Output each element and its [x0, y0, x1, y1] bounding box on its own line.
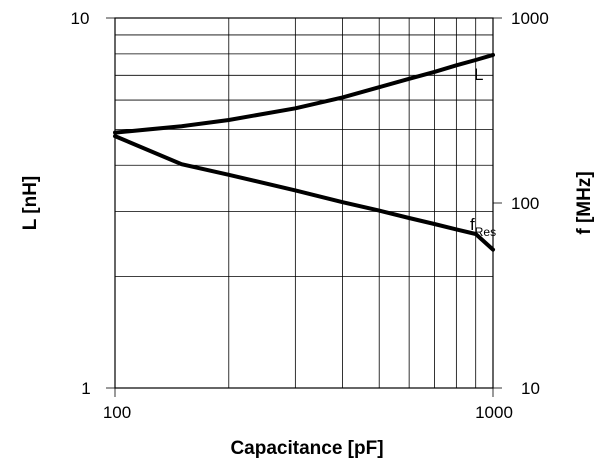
y2-tick-label-middle: 100 [511, 194, 539, 213]
x-axis-title: Capacitance [pF] [230, 438, 383, 459]
y2-tick-label-top: 1000 [511, 9, 549, 28]
series-label-fres-sub: Res [475, 225, 496, 239]
y-axis-title: L [nH] [20, 176, 41, 231]
series-label-fres-main: f [470, 215, 475, 234]
plot-frame [114, 17, 494, 389]
y-tick-label-bottom: 1 [81, 379, 90, 398]
y2-axis-title: f [MHz] [574, 171, 595, 234]
y2-tick-label-bottom: 10 [521, 379, 540, 398]
y-tick-label-top: 10 [71, 9, 90, 28]
x-tick-label-left: 100 [103, 403, 131, 422]
series-label-fres: fRes [470, 215, 496, 239]
grid [106, 17, 502, 397]
x-tick-label-right: 1000 [475, 403, 513, 422]
series-l-line [113, 52, 495, 135]
series-fres-line [113, 134, 495, 252]
series-label-l: L [474, 65, 483, 84]
curves [113, 52, 495, 252]
